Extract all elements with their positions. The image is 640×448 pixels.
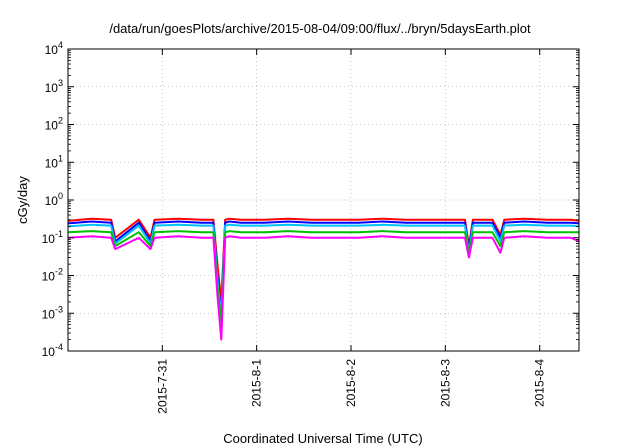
y-tick-label: 103 xyxy=(45,78,63,95)
y-tick-label: 100 xyxy=(45,191,63,208)
series-group xyxy=(67,217,580,341)
x-tick-label: 2015-8-2 xyxy=(344,359,358,407)
series-line xyxy=(67,223,580,318)
x-tick-label: 2015-8-4 xyxy=(533,359,547,407)
y-tick-label: 102 xyxy=(45,116,63,133)
y-tick-label: 10-3 xyxy=(42,304,63,321)
chart-title: /data/run/goesPlots/archive/2015-08-04/0… xyxy=(109,21,531,36)
x-tick-label: 2015-8-1 xyxy=(250,359,264,407)
x-tick-label: 2015-8-3 xyxy=(438,359,452,407)
y-tick-label: 10-1 xyxy=(42,229,63,246)
y-axis-label: cGy/day xyxy=(15,176,30,224)
series-line xyxy=(67,230,579,323)
x-tick-label: 2015-7-31 xyxy=(155,359,169,414)
x-axis-ticks: 2015-7-31 2015-8-1 2015-8-2 2015-8-3 2015-8-… xyxy=(155,49,547,414)
y-tick-label: 10-4 xyxy=(42,342,63,359)
x-axis-label: Coordinated Universal Time (UTC) xyxy=(223,431,422,446)
y-tick-label: 104 xyxy=(45,40,63,57)
y-axis-ticks: 10-4 10-3 10-2 10-1 100 101 102 103 104 xyxy=(42,40,579,359)
y-tick-label: 10-2 xyxy=(42,267,63,284)
grid-lines xyxy=(68,49,579,351)
series-line xyxy=(67,235,580,341)
y-tick-label: 101 xyxy=(45,153,63,170)
